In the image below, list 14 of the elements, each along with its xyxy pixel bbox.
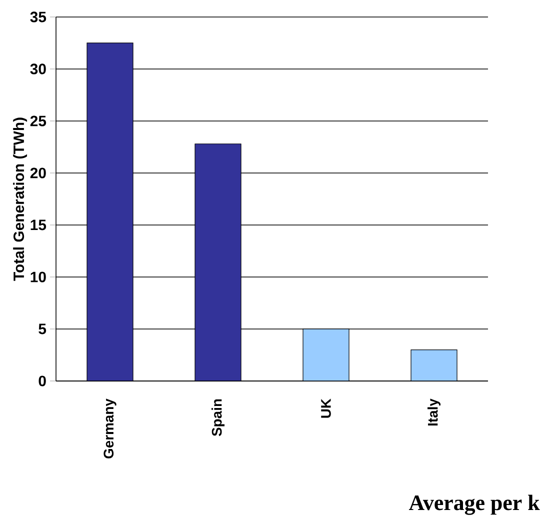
y-axis-title: Total Generation (TWh) [13,118,28,281]
y-tick-label: 30 [30,64,46,74]
x-tick-label: Germany [104,398,116,458]
y-tick-label: 15 [30,220,46,230]
x-tick-label: Spain [212,399,225,436]
y-tick-label: 5 [38,324,46,334]
text: Average per k [408,494,540,515]
y-tick-label: 35 [30,12,46,22]
y-tick-label: 0 [38,376,46,386]
y-tick-label: 25 [30,116,46,126]
y-tick-label: 20 [30,168,46,178]
x-tick-label: UK [321,398,331,418]
y-tick-label: 10 [30,272,46,282]
x-tick-label: Italy [428,398,441,426]
